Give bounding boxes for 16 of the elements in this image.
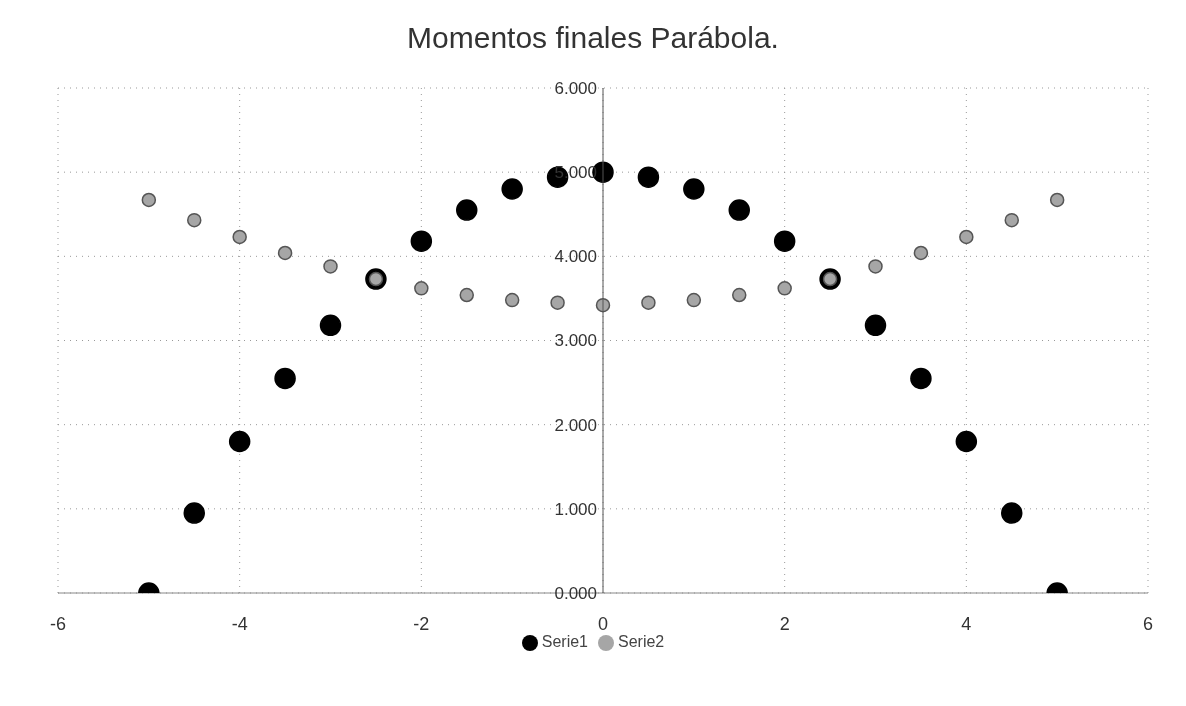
y-tick-label: 3.000: [554, 331, 597, 351]
x-tick-label: -6: [49, 613, 67, 634]
x-tick-label: -2: [413, 613, 430, 634]
y-tick-label: 2.000: [554, 415, 597, 435]
y-tick-label: 0.000: [554, 583, 597, 603]
legend-label: Serie2: [618, 633, 665, 650]
y-tick-label: 1.000: [554, 499, 597, 519]
x-tick-label: 6: [1142, 613, 1154, 634]
x-tick-label: 4: [961, 613, 972, 634]
x-tick-label: 0: [597, 613, 609, 634]
legend-label: Serie1: [541, 633, 588, 650]
y-tick-label: 4.000: [554, 247, 597, 267]
x-tick-label: 2: [779, 613, 790, 634]
chart-title: Momentos finales Parábola.: [406, 20, 780, 56]
x-tick-label: -4: [231, 613, 248, 634]
y-tick-label: 6.000: [554, 78, 597, 98]
